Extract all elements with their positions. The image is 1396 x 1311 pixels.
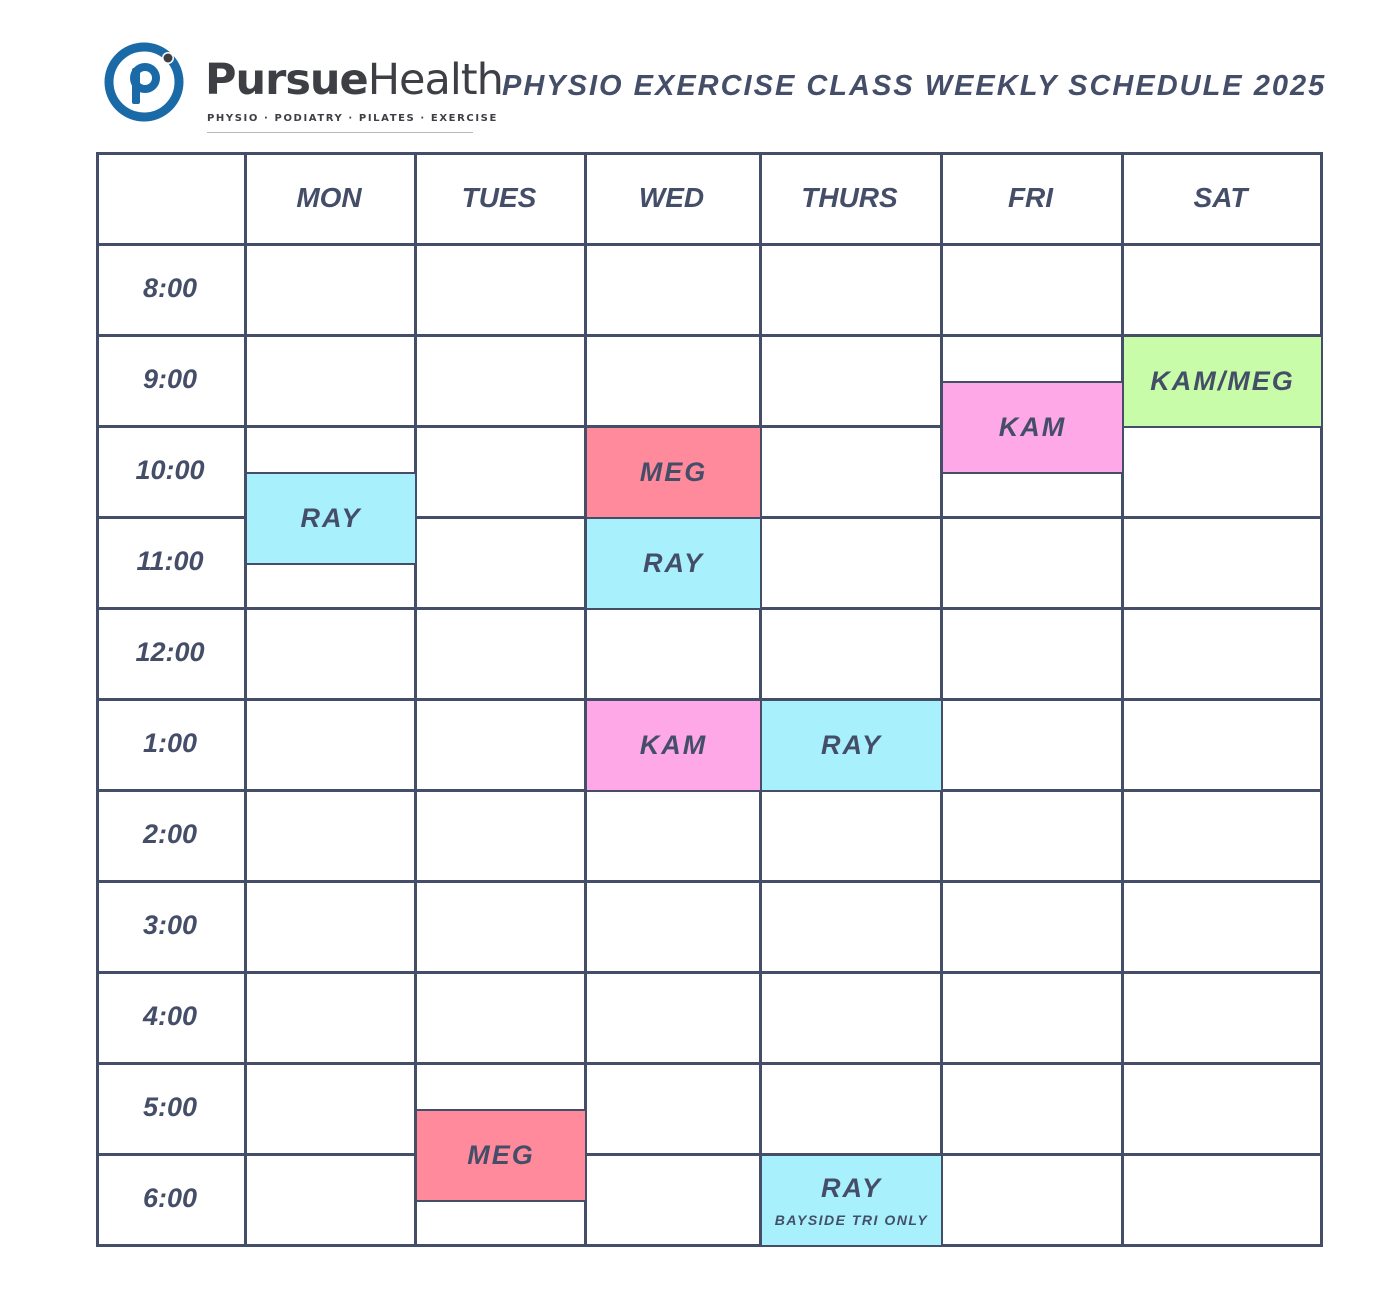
- class-note: BAYSIDE TRI ONLY: [774, 1212, 929, 1228]
- day-header: SAT: [1193, 181, 1248, 213]
- day-header: TUES: [461, 181, 537, 213]
- time-label: 6:00: [142, 1183, 198, 1213]
- grid-line-horizontal: [96, 880, 1323, 883]
- class-instructor: KAM: [639, 730, 708, 760]
- class-instructor: KAM: [998, 411, 1067, 442]
- class-block: RAY: [760, 699, 943, 792]
- time-label: 5:00: [142, 1092, 198, 1122]
- weekly-schedule-grid: MON TUES WED THURS FRI SAT 8:00 9:00 10:00 11:00 1…: [96, 152, 1323, 1247]
- grid-line-horizontal: [96, 1062, 1323, 1065]
- class-instructor: RAY: [300, 502, 362, 533]
- class-block: KAM: [941, 380, 1124, 474]
- class-block: KAM: [585, 699, 762, 792]
- grid-line-horizontal: [96, 243, 1323, 246]
- time-label: 8:00: [142, 273, 198, 303]
- brand-name-light: Health: [367, 55, 504, 105]
- day-header: MON: [296, 181, 362, 213]
- grid-line-horizontal: [96, 1153, 1323, 1156]
- time-label: 12:00: [135, 637, 205, 667]
- time-label: 11:00: [136, 546, 204, 576]
- class-block: KAM/MEG: [1122, 335, 1323, 428]
- time-label: 3:00: [142, 910, 198, 940]
- class-block: RAY: [585, 517, 762, 610]
- time-label: 1:00: [142, 728, 198, 758]
- brand-tagline: PHYSIO · PODIATRY · PILATES · EXERCISE: [207, 113, 498, 124]
- pursue-health-logo-icon: [104, 42, 184, 122]
- tagline-divider: [207, 132, 473, 133]
- class-instructor: KAM/MEG: [1150, 366, 1295, 396]
- class-block: RAY: [245, 471, 417, 565]
- class-instructor: RAY: [642, 548, 704, 578]
- class-instructor: RAY: [820, 730, 882, 760]
- brand-name: PursueHealth: [205, 54, 504, 106]
- time-label: 4:00: [142, 1001, 198, 1031]
- grid-line-horizontal: [96, 152, 1323, 155]
- page-title: PHYSIO EXERCISE CLASS WEEKLY SCHEDULE 20…: [502, 70, 1327, 102]
- grid-line-horizontal: [96, 971, 1323, 974]
- time-label: 9:00: [142, 364, 198, 394]
- class-instructor: MEG: [639, 457, 708, 487]
- grid-line-horizontal: [96, 1244, 1323, 1247]
- class-instructor: MEG: [467, 1139, 535, 1170]
- time-label: 2:00: [142, 819, 198, 849]
- day-header: THURS: [801, 181, 898, 213]
- class-instructor: RAY: [820, 1173, 882, 1203]
- brand-name-bold: Pursue: [205, 55, 369, 105]
- class-block: RAY BAYSIDE TRI ONLY: [760, 1154, 943, 1247]
- day-header: WED: [638, 181, 705, 213]
- class-block: MEG: [415, 1108, 587, 1202]
- class-block: MEG: [585, 426, 762, 519]
- grid-line-horizontal: [96, 334, 1323, 337]
- day-header: FRI: [1007, 181, 1054, 213]
- time-label: 10:00: [135, 455, 205, 485]
